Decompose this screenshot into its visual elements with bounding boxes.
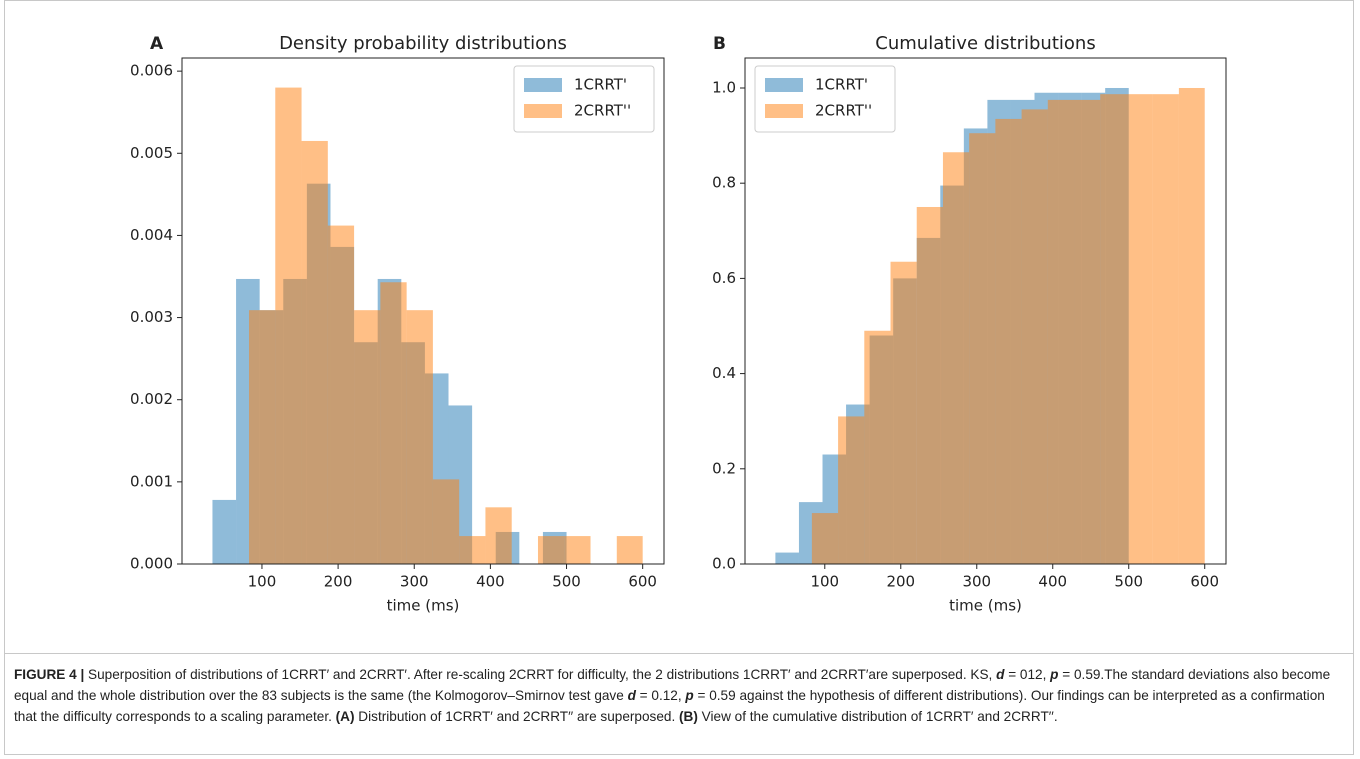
- panel-label: A: [150, 34, 164, 54]
- x-tick-label: 600: [1190, 573, 1219, 591]
- caption-panel-ref: (B): [679, 709, 698, 724]
- axes-frame: [181, 57, 665, 565]
- histogram-bar: [616, 536, 643, 564]
- histogram-bar: [485, 507, 512, 564]
- caption-rule: [4, 653, 1354, 654]
- histogram-bar: [995, 118, 1022, 564]
- histogram-bar: [1047, 99, 1075, 565]
- y-tick-label: 0.6: [712, 269, 736, 287]
- histogram-bar: [459, 536, 486, 564]
- x-tick-label: 200: [886, 573, 915, 591]
- figure-label: FIGURE 4 |: [14, 667, 85, 682]
- x-tick-label: 400: [1038, 573, 1067, 591]
- caption-text: = 0.12,: [635, 688, 686, 703]
- histogram-bar: [1152, 94, 1179, 565]
- histogram-bar: [838, 416, 865, 564]
- histogram-bar: [811, 513, 839, 564]
- figure-frame: [4, 0, 1354, 755]
- histogram-bar: [564, 536, 591, 564]
- x-tick-label: 500: [1114, 573, 1143, 591]
- y-tick-label: 0.002: [130, 390, 173, 408]
- x-tick-label: 100: [810, 573, 839, 591]
- legend-swatch: [765, 78, 803, 92]
- x-tick-label: 500: [552, 573, 581, 591]
- caption-symbol: d: [627, 688, 636, 703]
- histogram-bar: [864, 330, 891, 564]
- caption-symbol: p: [685, 688, 694, 703]
- histogram-bar: [380, 282, 407, 564]
- legend-label: 2CRRT'': [815, 102, 872, 120]
- caption-text: View of the cumulative distribution of 1…: [697, 709, 1058, 724]
- histogram-bar: [212, 499, 237, 564]
- legend: 1CRRT' 2CRRT'': [513, 65, 655, 133]
- y-tick-label: 0.2: [712, 459, 736, 477]
- histogram-bar: [969, 133, 996, 564]
- histogram-bar: [1021, 109, 1048, 565]
- histogram-bar: [301, 140, 328, 564]
- histogram-bar: [1126, 94, 1153, 565]
- y-tick-label: 0.8: [712, 174, 736, 192]
- y-tick-label: 0.4: [712, 364, 736, 382]
- caption-panel-ref: (A): [335, 709, 355, 724]
- histogram-bar: [537, 536, 565, 564]
- histogram-bar: [406, 310, 433, 564]
- y-tick-label: 0.003: [130, 308, 173, 326]
- caption-symbol: p: [1050, 667, 1059, 682]
- chart-title: Density probability distributions: [279, 33, 567, 54]
- y-tick-label: 0.004: [130, 226, 173, 244]
- histogram-bar: [327, 225, 355, 565]
- histogram-bar: [432, 479, 460, 564]
- histogram-bar: [1178, 87, 1205, 564]
- caption-text: Superposition of distributions of 1CRRT′…: [84, 667, 997, 682]
- histogram-bar: [249, 310, 276, 564]
- x-tick-label: 400: [476, 573, 505, 591]
- caption: FIGURE 4 | Superposition of distribution…: [14, 664, 1344, 727]
- histogram-bar: [1100, 94, 1127, 565]
- y-tick-label: 0.000: [130, 555, 173, 573]
- legend-label: 1CRRT': [574, 76, 627, 94]
- histogram-bar: [916, 206, 943, 565]
- histogram-bar: [1074, 99, 1101, 565]
- x-tick-label: 300: [962, 573, 991, 591]
- y-tick-label: 0.006: [130, 62, 173, 80]
- panel-label: B: [713, 34, 726, 54]
- caption-text: = 0.59 against the hypothesis of differe…: [14, 688, 1325, 724]
- chart-title: Cumulative distributions: [875, 33, 1095, 54]
- x-axis-label: time (ms): [387, 597, 460, 615]
- y-tick-label: 0.0: [712, 555, 736, 573]
- legend-swatch: [765, 104, 803, 118]
- x-tick-label: 200: [324, 573, 353, 591]
- caption-text: = 0.59.The standard deviations also beco…: [14, 667, 1331, 703]
- x-tick-label: 600: [628, 573, 657, 591]
- caption-text: Distribution of 1CRRT′ and 2CRRT′′ are s…: [354, 709, 680, 724]
- legend-label: 2CRRT'': [574, 102, 631, 120]
- legend-label: 1CRRT': [815, 76, 868, 94]
- y-tick-label: 1.0: [712, 78, 736, 96]
- caption-symbol: d: [996, 667, 1005, 682]
- y-tick-label: 0.005: [130, 144, 173, 162]
- x-tick-label: 300: [400, 573, 429, 591]
- axes-frame: [744, 57, 1227, 565]
- histogram-bar: [942, 152, 970, 564]
- histogram-bar: [775, 552, 799, 564]
- x-tick-label: 100: [248, 573, 277, 591]
- figure: A Density probability distributions time (…: [130, 33, 1227, 615]
- legend-swatch: [524, 78, 562, 92]
- x-axis-label: time (ms): [949, 597, 1022, 615]
- histogram-bar: [890, 261, 917, 564]
- legend: 1CRRT' 2CRRT'': [754, 65, 896, 133]
- y-tick-label: 0.001: [130, 472, 173, 490]
- legend-swatch: [524, 104, 562, 118]
- histogram-bar: [275, 87, 302, 565]
- caption-text: = 012,: [1004, 667, 1051, 682]
- histogram-bar: [354, 310, 381, 564]
